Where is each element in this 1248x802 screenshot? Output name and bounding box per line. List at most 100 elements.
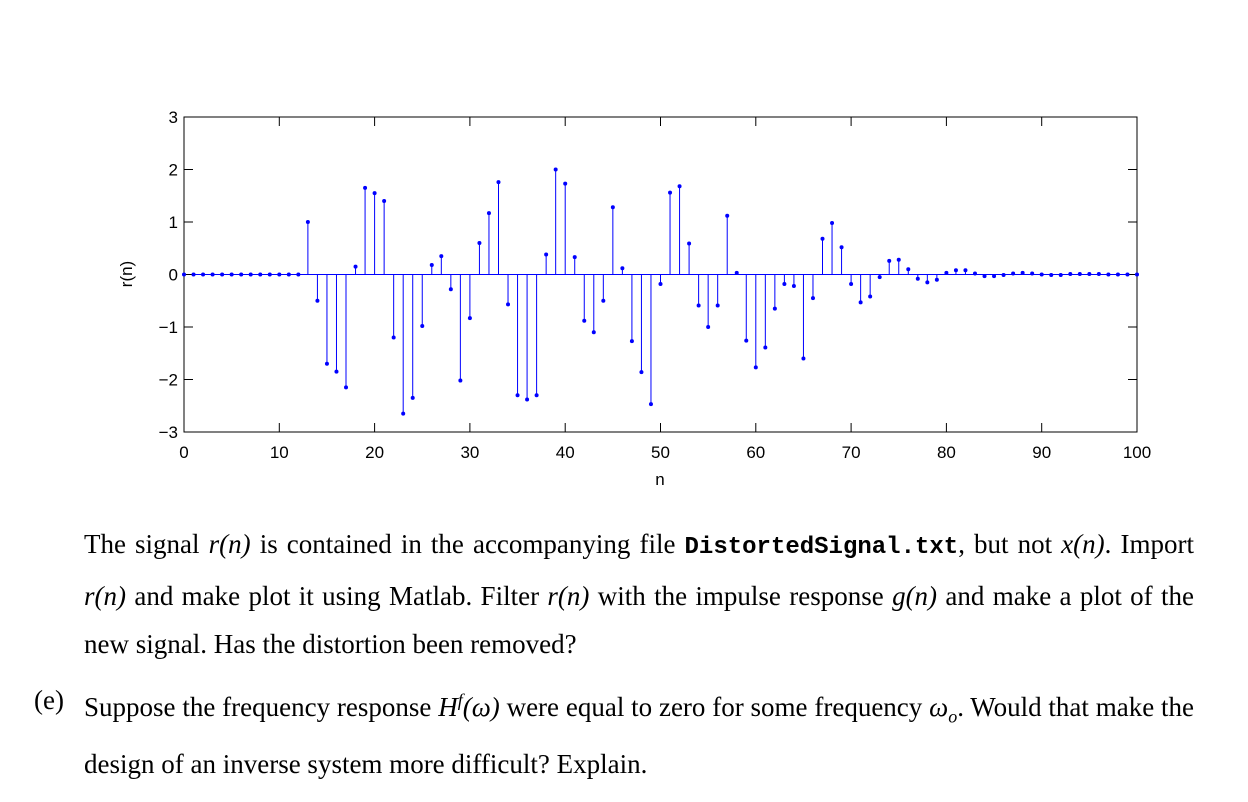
stem-marker <box>1106 272 1111 277</box>
stem-marker <box>1049 273 1054 278</box>
stem-marker <box>753 365 758 370</box>
stem-marker <box>944 270 949 275</box>
stem-marker <box>372 191 377 196</box>
stem-marker <box>1125 272 1130 277</box>
stem-marker <box>458 378 463 383</box>
math: g(n) <box>892 581 938 611</box>
stem-marker <box>582 318 587 323</box>
stem-marker <box>1115 272 1120 277</box>
x-tick-label: 10 <box>270 443 289 462</box>
x-tick-label: 70 <box>842 443 861 462</box>
stem-marker <box>982 274 987 279</box>
stem-marker <box>525 397 530 402</box>
stem-marker <box>658 281 663 286</box>
x-tick-label: 40 <box>556 443 575 462</box>
paragraph: The signal r(n) is contained in the acco… <box>84 520 1194 668</box>
stem-marker <box>1020 270 1025 275</box>
stem-marker <box>182 272 186 277</box>
stem-marker <box>629 339 634 344</box>
stem-marker <box>277 272 282 277</box>
stem-marker <box>305 220 310 224</box>
stem-marker <box>972 271 977 276</box>
stem-marker <box>467 316 472 321</box>
stem-marker <box>1087 271 1092 276</box>
stem-marker <box>544 252 549 257</box>
text: . Import <box>1104 529 1194 559</box>
text: and make plot it using Matlab. Filter <box>126 581 548 611</box>
stem-marker <box>553 167 558 172</box>
math-subscript: o <box>948 706 958 727</box>
math: x(n) <box>1061 529 1105 559</box>
stem-marker <box>191 272 196 277</box>
text: , but not <box>958 529 1062 559</box>
stem-marker <box>953 268 958 273</box>
stem-marker <box>849 281 854 286</box>
x-axis-label: n <box>655 470 664 489</box>
stem-marker <box>391 335 396 340</box>
stem-marker <box>496 180 501 185</box>
stem-marker <box>248 272 253 277</box>
stem-marker <box>610 205 615 210</box>
stem-marker <box>963 268 968 273</box>
math: ω <box>929 692 949 722</box>
stem-marker <box>591 330 596 335</box>
stem-marker <box>992 274 997 279</box>
stem-marker <box>706 325 711 329</box>
text: The signal <box>84 529 209 559</box>
list-item: (e) Suppose the frequency response Hf(ω) … <box>34 676 1194 788</box>
y-tick-label: 1 <box>169 213 178 232</box>
stem-marker <box>515 393 520 398</box>
stem-marker <box>210 272 215 277</box>
stem-marker <box>267 272 272 277</box>
stem-marker <box>744 338 749 343</box>
stem-marker <box>725 213 730 218</box>
y-tick-label: 3 <box>169 108 178 127</box>
y-tick-label: −1 <box>159 318 178 337</box>
stem-marker <box>877 275 882 280</box>
stem-marker <box>506 302 511 307</box>
stem-marker <box>286 272 291 277</box>
stem-marker <box>420 323 425 328</box>
stem-marker <box>601 298 606 303</box>
y-tick-label: 2 <box>169 161 178 180</box>
text: and make a plot of the new signal. Has t… <box>84 581 1194 659</box>
stem-marker <box>344 385 349 390</box>
stem-marker <box>648 402 653 407</box>
stem-marker <box>639 370 644 375</box>
stem-marker <box>229 272 234 277</box>
stem-marker <box>715 303 720 308</box>
stem-marker <box>830 221 835 226</box>
stem-marker <box>868 294 873 299</box>
math: r(n) <box>547 581 590 611</box>
stem-marker <box>563 181 568 186</box>
stem-marker <box>258 272 263 277</box>
stem-marker <box>925 280 930 285</box>
text: were equal to zero for some frequency <box>499 692 930 722</box>
stem-marker <box>677 184 682 189</box>
stem-marker <box>315 298 320 303</box>
stem-marker <box>410 395 415 400</box>
x-tick-label: 90 <box>1032 443 1051 462</box>
stem-marker <box>296 272 301 277</box>
stem-marker <box>201 272 206 277</box>
stem-marker <box>934 277 939 282</box>
y-tick-label: 0 <box>169 266 178 285</box>
stem-marker <box>896 257 901 262</box>
stem-marker <box>363 185 368 190</box>
stem-marker <box>687 241 692 246</box>
stem-marker <box>353 264 358 269</box>
x-tick-label: 80 <box>937 443 956 462</box>
stem-marker <box>791 284 796 289</box>
stem-marker <box>668 190 673 195</box>
x-tick-label: 100 <box>1123 443 1151 462</box>
stem-marker <box>858 300 863 305</box>
math: H <box>438 692 458 722</box>
y-tick-label: −2 <box>159 371 178 390</box>
math: r(n) <box>208 529 251 559</box>
stem-marker <box>324 361 329 366</box>
text: is contained in the accompanying file <box>250 529 685 559</box>
stem-marker <box>239 272 244 277</box>
x-tick-label: 30 <box>460 443 479 462</box>
stem-marker <box>534 393 539 398</box>
